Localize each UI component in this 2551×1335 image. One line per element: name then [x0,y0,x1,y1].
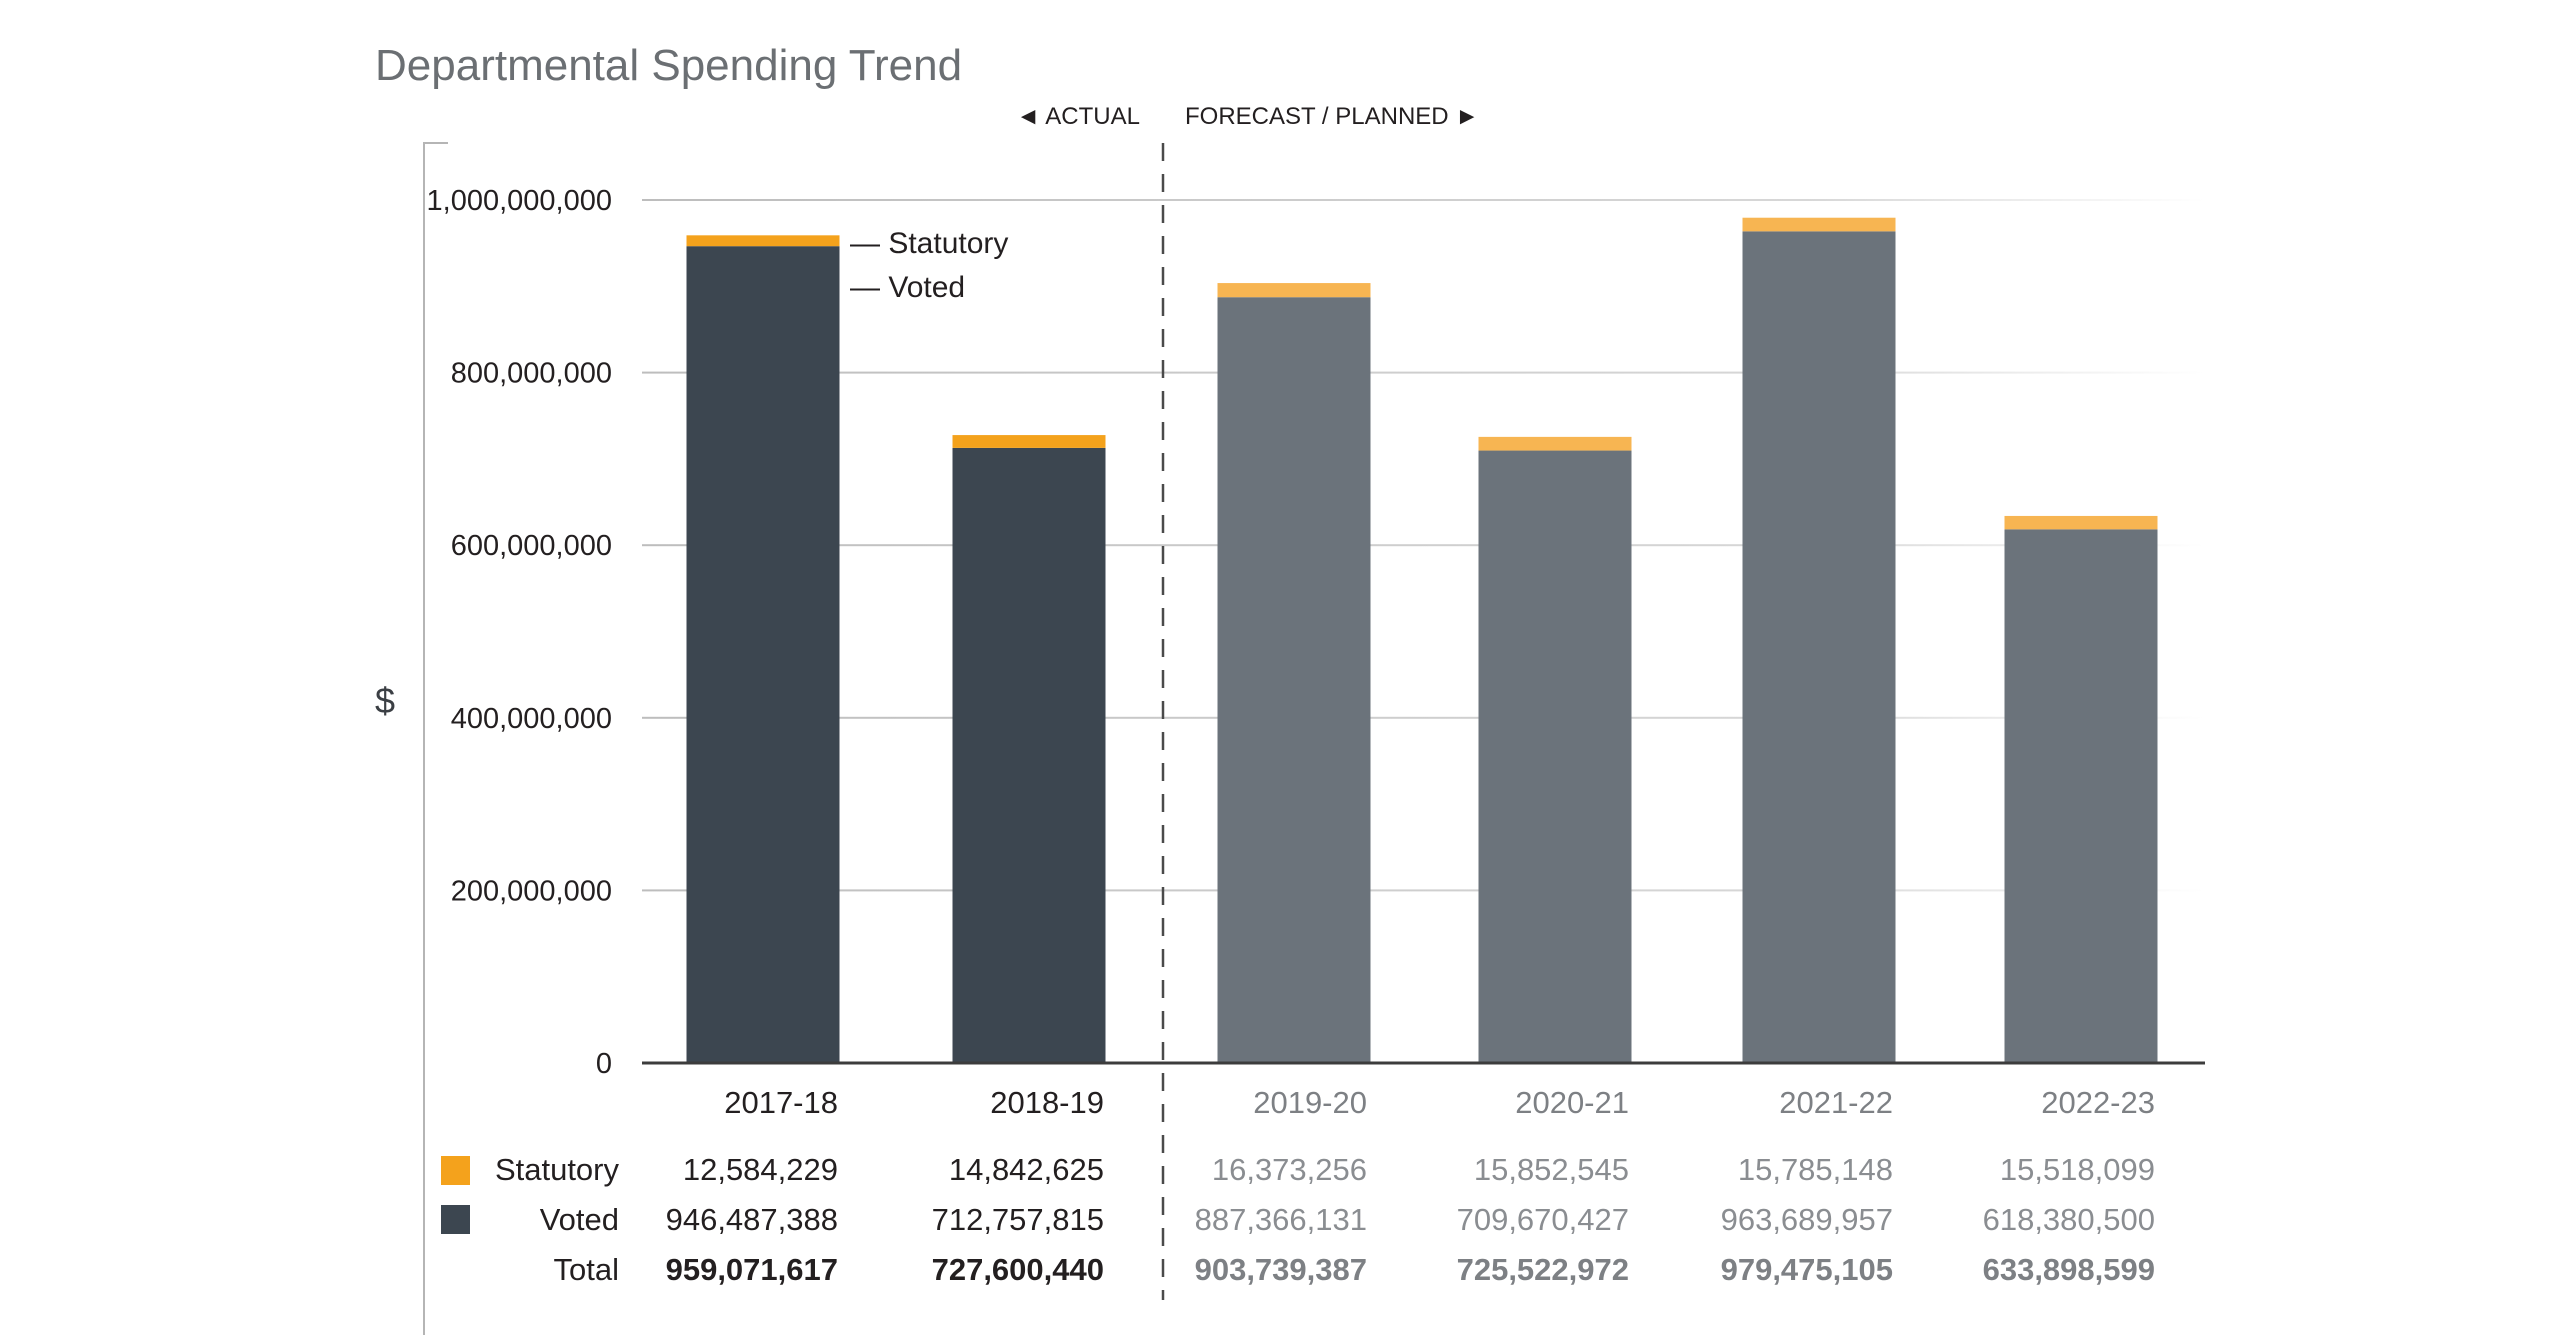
table-cell-voted-2017-18: 946,487,388 [666,1202,838,1237]
table-cell-statutory-2021-22: 15,785,148 [1738,1152,1893,1187]
table-cell-statutory-2020-21: 15,852,545 [1474,1152,1629,1187]
bar-statutory-2017-18 [686,235,840,247]
gridline [642,716,2205,719]
statutory-swatch [441,1156,470,1185]
bar-statutory-2019-20 [1217,283,1371,298]
table-cell-voted-2019-20: 887,366,131 [1195,1202,1367,1237]
bar-legend-voted: — Voted [850,271,965,304]
table-cell-statutory-2022-23: 15,518,099 [2000,1152,2155,1187]
table-cell-voted-2018-19: 712,757,815 [932,1202,1104,1237]
data-table-values: 12,584,229 14,842,625 16,373,256 15,852,545… [666,1152,2155,1287]
table-cell-total-2017-18: 959,071,617 [666,1252,838,1287]
table-cell-total-2018-19: 727,600,440 [932,1252,1104,1287]
table-cell-voted-2022-23: 618,380,500 [1983,1202,2155,1237]
y-tick-label: 1,000,000,000 [427,185,612,217]
gridline [642,199,2205,201]
table-cell-statutory-2017-18: 12,584,229 [683,1152,838,1187]
table-cell-statutory-2019-20: 16,373,256 [1212,1152,1367,1187]
chart-title: Departmental Spending Trend [375,41,962,90]
bar-voted-2018-19 [952,447,1106,1063]
actual-header: ◄ ACTUAL [1016,103,1140,130]
category-label-2020-21: 2020-21 [1515,1085,1629,1120]
category-labels: 2017-18 2018-19 2019-20 2020-21 2021-22 2022-… [724,1085,2155,1120]
forecast-header: FORECAST / PLANNED ► [1185,103,1479,130]
table-cell-voted-2020-21: 709,670,427 [1457,1202,1629,1237]
bar-statutory-2018-19 [952,435,1106,448]
category-label-2018-19: 2018-19 [990,1085,1104,1120]
table-cell-total-2019-20: 903,739,387 [1195,1252,1367,1287]
category-label-2017-18: 2017-18 [724,1085,838,1120]
bar-voted-2020-21 [1478,450,1632,1063]
bars [686,217,2158,1064]
bar-voted-2019-20 [1217,297,1371,1064]
table-cell-statutory-2018-19: 14,842,625 [949,1152,1104,1187]
category-label-2022-23: 2022-23 [2041,1085,2155,1120]
category-label-2019-20: 2019-20 [1253,1085,1367,1120]
table-cell-total-2021-22: 979,475,105 [1721,1252,1893,1287]
gridline [642,544,2205,547]
bar-statutory-2022-23 [2004,515,2158,530]
y-tick-labels: 0 200,000,000 400,000,000 600,000,000 800,00… [427,185,612,1080]
bar-voted-2021-22 [1742,231,1896,1063]
left-bracket [423,142,448,1335]
gridline [642,371,2205,374]
y-tick-label: 200,000,000 [451,875,612,907]
table-row-label-voted: Voted [540,1202,619,1237]
table-row-label-total: Total [554,1252,619,1287]
y-tick-label: 600,000,000 [451,530,612,562]
bar-statutory-2020-21 [1478,436,1632,451]
bar-legend-statutory: — Statutory [850,227,1008,260]
bar-voted-2022-23 [2004,529,2158,1063]
gridlines [642,199,2205,892]
y-tick-label: 800,000,000 [451,358,612,390]
category-label-2021-22: 2021-22 [1779,1085,1893,1120]
bar-statutory-2021-22 [1742,217,1896,232]
table-row-label-statutory: Statutory [495,1152,620,1187]
table-cell-voted-2021-22: 963,689,957 [1721,1202,1893,1237]
table-cell-total-2022-23: 633,898,599 [1983,1252,2155,1287]
gridline [642,889,2205,892]
y-tick-label: 0 [596,1048,612,1080]
voted-swatch [441,1205,470,1234]
table-cell-total-2020-21: 725,522,972 [1457,1252,1629,1287]
y-tick-label: 400,000,000 [451,703,612,735]
y-axis-label: $ [375,680,395,721]
bar-voted-2017-18 [686,246,840,1063]
